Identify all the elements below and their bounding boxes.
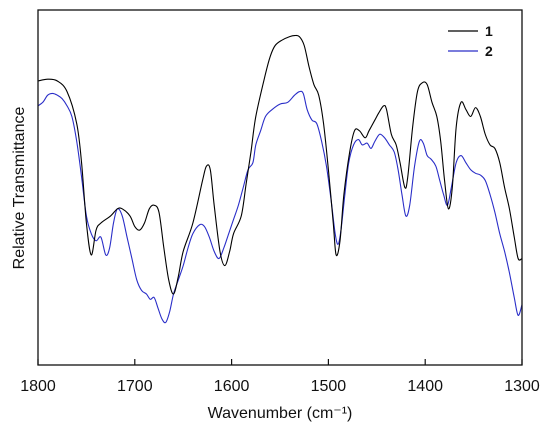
x-axis-ticks [37,359,523,365]
legend-label-2: 2 [485,43,493,59]
x-tick-label-1800: 1800 [20,378,56,395]
series-line-1 [37,34,523,295]
x-tick-label-1300: 1300 [504,378,540,395]
plot-frame [37,9,523,366]
legend-label-1: 1 [485,23,493,39]
x-axis-title: Wavenumber (cm⁻¹) [208,405,353,422]
x-tick-label-1500: 1500 [311,378,347,395]
x-axis-tick-labels: 1800 1700 1600 1500 1400 1300 [20,378,540,395]
x-tick-label-1700: 1700 [117,378,153,395]
x-tick-label-1400: 1400 [407,378,443,395]
legend: 12 [448,23,493,59]
series-line-2 [37,90,523,324]
plot-lines [37,34,523,324]
x-tick-label-1600: 1600 [214,378,250,395]
y-axis-title: Relative Transmittance [11,107,28,270]
